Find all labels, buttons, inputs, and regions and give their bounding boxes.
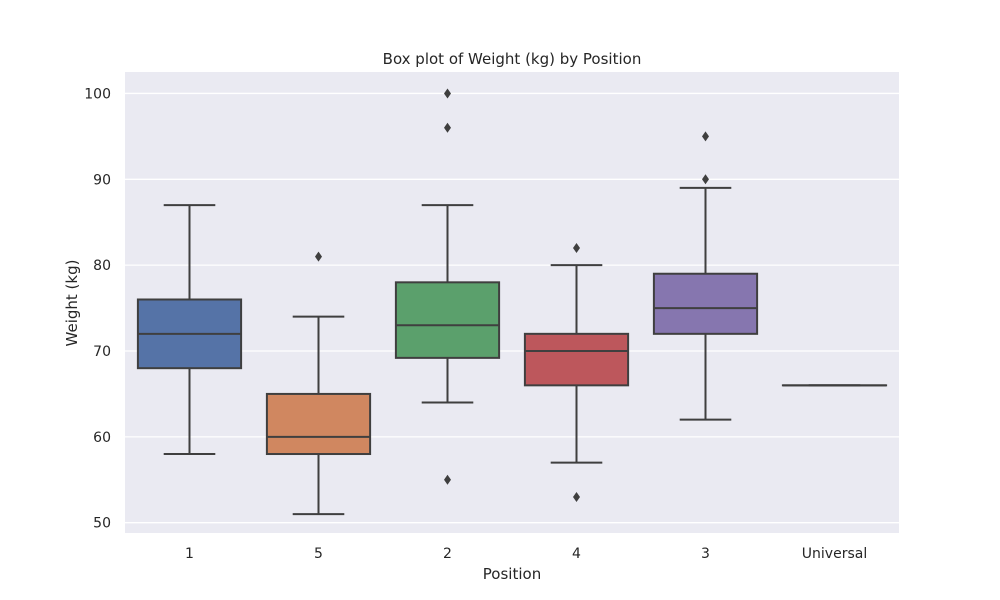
outlier-point — [315, 251, 322, 262]
iqr-box — [394, 281, 501, 359]
x-axis-label: Position — [483, 565, 541, 583]
y-tick-label: 70 — [93, 344, 111, 360]
x-tick-label: Universal — [802, 546, 867, 562]
iqr-box — [652, 272, 759, 335]
plot-area — [125, 72, 899, 533]
y-tick-labels: 50 60 70 80 90 100 — [84, 86, 111, 531]
outlier-point — [444, 474, 451, 485]
y-tick-label: 90 — [93, 172, 111, 188]
outlier-point — [444, 122, 451, 133]
x-tick-label: 2 — [443, 546, 452, 562]
y-tick-label: 60 — [93, 430, 111, 446]
y-tick-label: 80 — [93, 258, 111, 274]
outlier-point — [444, 88, 451, 99]
x-tick-labels: 1 5 2 4 3 Universal — [185, 546, 867, 562]
grid-lines — [125, 92, 899, 524]
box-2 — [394, 88, 501, 485]
y-tick-label: 50 — [93, 516, 111, 532]
y-tick-label: 100 — [84, 86, 111, 102]
x-tick-label: 5 — [314, 546, 323, 562]
x-tick-label: 3 — [701, 546, 710, 562]
x-tick-label: 1 — [185, 546, 194, 562]
box-4 — [523, 242, 630, 502]
boxes — [136, 88, 888, 516]
chart-title: Box plot of Weight (kg) by Position — [383, 50, 642, 68]
outlier-point — [702, 174, 709, 185]
iqr-box — [265, 392, 372, 456]
y-axis-label: Weight (kg) — [63, 260, 81, 347]
outlier-point — [573, 491, 580, 502]
box-5 — [265, 251, 372, 516]
outlier-point — [702, 131, 709, 142]
box-3 — [652, 131, 759, 421]
x-tick-label: 4 — [572, 546, 581, 562]
iqr-box — [523, 332, 630, 387]
box-1 — [136, 204, 243, 456]
outlier-point — [573, 242, 580, 253]
